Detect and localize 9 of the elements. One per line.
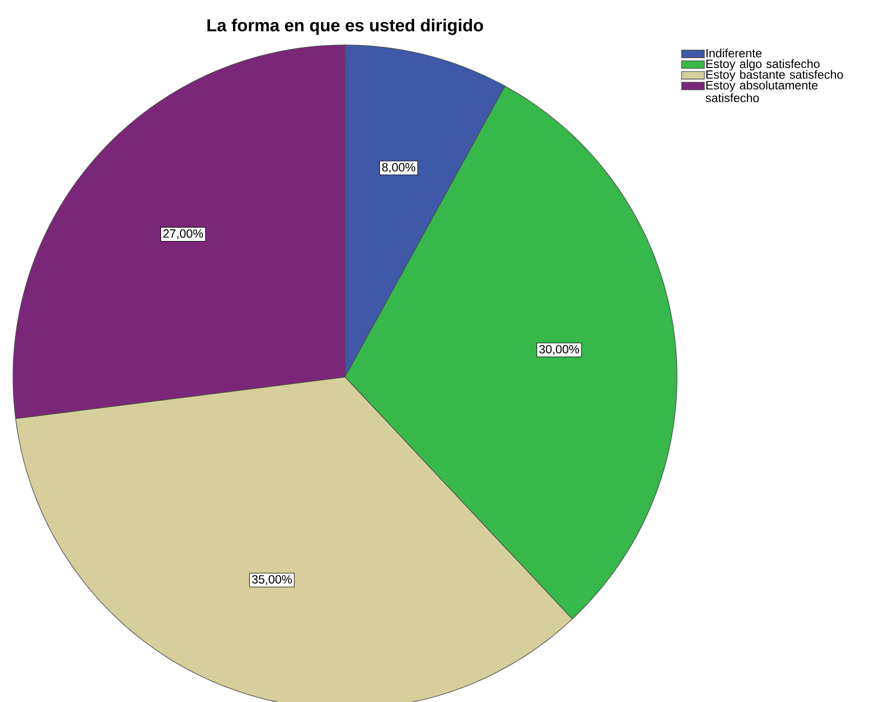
legend-label: Indiferente <box>706 48 762 58</box>
legend-label: Estoy absolutamente satisfecho <box>706 80 818 102</box>
data-label: 8,00% <box>382 163 416 173</box>
chart-title: La forma en que es usted dirigido <box>207 18 484 35</box>
data-label: 35,00% <box>252 575 292 585</box>
data-label: 27,00% <box>163 229 204 240</box>
legend-label: Estoy bastante satisfecho <box>706 70 843 82</box>
data-label: 30,00% <box>539 344 580 355</box>
legend-label: Estoy algo satisfecho <box>706 59 820 70</box>
